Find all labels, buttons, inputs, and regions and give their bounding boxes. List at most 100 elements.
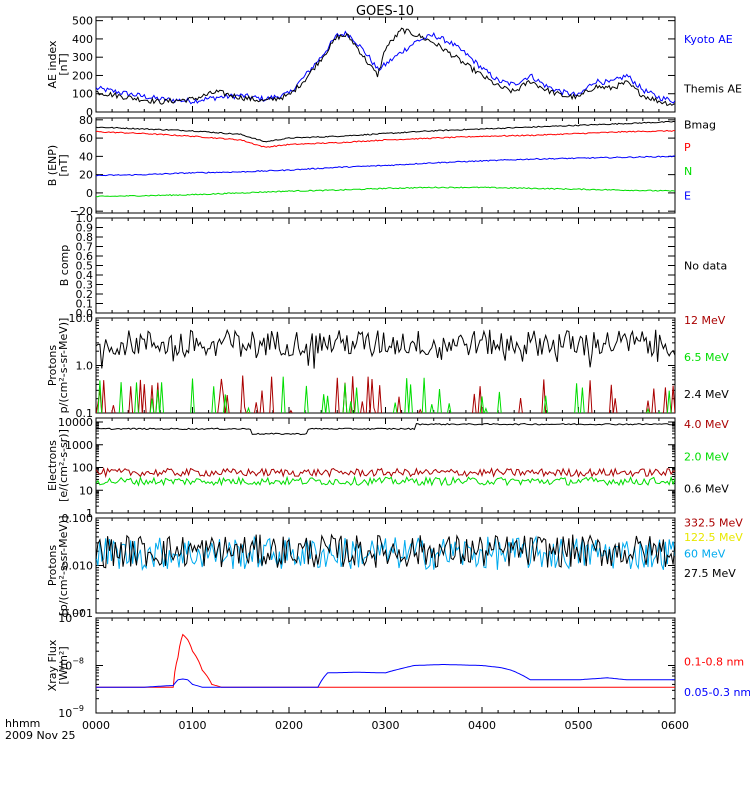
y-tick-label: 1000	[65, 439, 93, 452]
y-axis-label: p/(cm²-s-sr-MeV)]	[57, 318, 70, 414]
y-tick-label: 0.100	[62, 512, 94, 525]
series-line	[96, 422, 675, 436]
series-line	[96, 186, 675, 198]
panel-electrons: 1 10 100 1000 10000 Electrons[e/(cm²-s-sr)] 4.…	[46, 416, 729, 520]
series-line	[96, 328, 675, 369]
y-tick-label: 0.010	[62, 560, 94, 573]
series-group	[96, 422, 675, 487]
legend-label: P	[684, 141, 691, 154]
y-axis-label: B (ENP)	[46, 145, 59, 186]
series-line	[96, 27, 675, 107]
panel-b: −20 0 20 40 60 80 B (ENP)[nT] Bmag PNE	[46, 114, 716, 218]
y-tick-label: 0.6	[76, 250, 94, 263]
y-tick-label: 300	[72, 51, 93, 64]
y-tick-label: 0.001	[62, 607, 94, 620]
legend-label: 0.6 MeV	[684, 482, 729, 495]
y-tick-label: 0.8	[76, 231, 94, 244]
y-tick-label: 10−7	[58, 609, 84, 625]
series-line	[97, 376, 672, 413]
panel-hiprotons: 0.001 0.010 0.100 Protons[p/(cm²-s-sr-MeV)]…	[46, 512, 743, 620]
series-line	[96, 664, 675, 688]
y-tick-label: 1	[86, 507, 93, 520]
plot-title: GOES-10	[356, 4, 414, 19]
legend-label: 2.4 MeV	[684, 388, 729, 401]
y-tick-label: 0.1	[76, 407, 94, 420]
x-tick-label: 0100	[179, 719, 207, 732]
y-tick-label: 80	[79, 114, 93, 127]
panel-frame	[95, 16, 676, 113]
y-tick-label: 60	[79, 132, 93, 145]
panel-frame	[95, 617, 676, 714]
y-tick-label: 500	[72, 15, 93, 28]
no-data-label: No data	[684, 260, 727, 273]
y-tick-label: 0	[86, 106, 93, 119]
panel-ae: 0 100 200 300 400 500 AE index[nT] Kyoto AE Them…	[46, 15, 742, 119]
y-tick-label: 400	[72, 33, 93, 46]
series-line	[96, 533, 675, 569]
y-axis-label: Protons	[46, 345, 59, 386]
panel-frame	[95, 217, 676, 314]
series-line	[96, 535, 675, 572]
y-tick-label: 0.2	[76, 288, 94, 301]
y-tick-label: 200	[72, 69, 93, 82]
legend-label: 332.5 MeV	[684, 517, 743, 530]
series-line	[96, 30, 675, 105]
panel-frame	[95, 317, 676, 414]
y-tick-label: 0.1	[76, 298, 94, 311]
y-tick-label: 0.5	[76, 260, 94, 273]
y-axis-label: [p/(cm²-s-sr-MeV)]	[57, 516, 70, 616]
legend-label: N	[684, 165, 692, 178]
time-axis-label-hhmm: hhmm	[5, 717, 40, 730]
panel-bcomp: 0.00.10.20.30.40.50.60.70.80.91.0 B comp N…	[58, 212, 727, 320]
legend-label: Themis AE	[683, 82, 742, 95]
y-tick-label: 0.3	[76, 279, 94, 292]
legend-label: 122.5 MeV	[684, 531, 743, 544]
series-line	[96, 475, 675, 487]
y-axis-label: [nT]	[57, 154, 70, 176]
series-group	[96, 633, 675, 688]
y-axis-label: Xray Flux	[46, 639, 59, 691]
y-tick-label: −20	[70, 205, 93, 218]
series-line	[96, 120, 675, 143]
y-axis-label: AE index	[46, 40, 59, 89]
y-axis-label: [e/(cm²-s-sr)]	[57, 429, 70, 502]
y-tick-label: 1.0	[76, 212, 94, 225]
y-axis-label: Protons	[46, 545, 59, 586]
series-group	[96, 27, 675, 107]
panel-frame	[95, 517, 676, 614]
x-tick-label: 0000	[82, 719, 110, 732]
y-axis-label: [nT]	[57, 53, 70, 75]
x-tick-label: 0600	[661, 719, 689, 732]
y-tick-label: 0.7	[76, 241, 94, 254]
y-tick-label: 0.4	[76, 269, 94, 282]
y-tick-label: 10	[79, 484, 93, 497]
series-group	[96, 328, 675, 413]
panel-frame	[95, 417, 676, 514]
legend-label: 2.0 MeV	[684, 451, 729, 464]
legend-label: E	[684, 190, 691, 203]
legend-label: 6.5 MeV	[684, 351, 729, 364]
y-tick-label: 10−9	[58, 704, 84, 720]
time-axis-label-date: 2009 Nov 25	[5, 729, 75, 742]
series-group	[96, 120, 675, 198]
time-axis: 0000 0100 0200 0300 0400 0500 0600	[82, 719, 689, 732]
y-tick-label: 0.9	[76, 222, 94, 235]
legend-label: Kyoto AE	[684, 33, 733, 46]
y-tick-label: 100	[72, 88, 93, 101]
legend-label: 0.05-0.3 nm	[684, 686, 750, 699]
y-axis-label: Electrons	[46, 440, 59, 491]
y-axis-label: B comp	[58, 245, 71, 287]
y-tick-label: 20	[79, 169, 93, 182]
y-tick-label: 0	[86, 187, 93, 200]
series-line	[96, 633, 675, 688]
legend-label: 0.1-0.8 nm	[684, 656, 744, 669]
series-line	[96, 129, 675, 148]
y-axis-label: [W/m²]	[57, 646, 70, 684]
series-group	[96, 533, 675, 572]
x-tick-label: 0300	[372, 719, 400, 732]
legend-label: 60 MeV	[684, 547, 726, 560]
